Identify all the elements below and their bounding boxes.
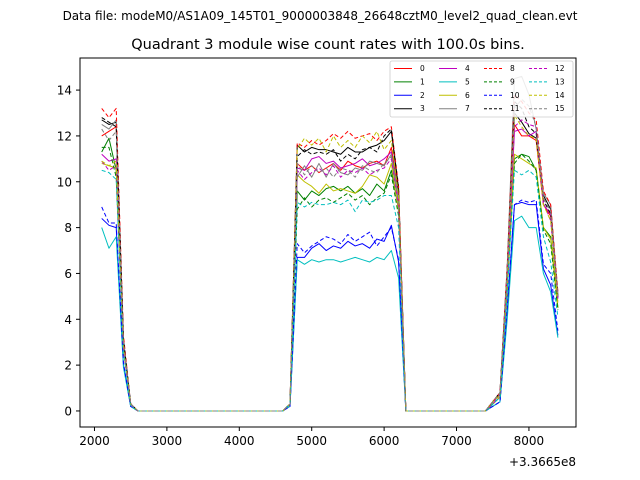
y-tick-label: 4 xyxy=(64,313,72,327)
figure-suptitle: Data file: modeM0/AS1A09_145T01_90000038… xyxy=(63,9,578,23)
legend-label-3: 3 xyxy=(420,104,425,113)
legend-label-12: 12 xyxy=(555,64,565,73)
axes-frame xyxy=(79,57,577,428)
legend-label-1: 1 xyxy=(420,77,425,86)
series-line-12 xyxy=(101,119,559,412)
y-tick-label: 8 xyxy=(64,221,72,235)
legend-label-14: 14 xyxy=(555,91,565,100)
legend-box xyxy=(389,60,574,118)
plot-area xyxy=(101,75,559,412)
series-line-7 xyxy=(101,75,559,412)
y-tick-label: 2 xyxy=(64,359,72,373)
series-line-11 xyxy=(101,101,559,412)
axis-ticks: 2000 3000 4000 5000 6000 7000 8000 0 2 4 6 8 10 12 14 xyxy=(57,84,544,448)
y-tick-label: 10 xyxy=(57,175,72,189)
series-line-13 xyxy=(101,169,559,412)
series-line-3 xyxy=(101,112,559,412)
legend-label-4: 4 xyxy=(465,64,470,73)
legend-label-15: 15 xyxy=(555,104,565,113)
series-line-2 xyxy=(101,201,559,412)
x-tick-label: 5000 xyxy=(296,434,327,448)
legend-label-5: 5 xyxy=(465,77,470,86)
x-tick-label: 2000 xyxy=(79,434,110,448)
legend-label-0: 0 xyxy=(420,64,425,73)
y-tick-label: 6 xyxy=(64,267,72,281)
legend-label-8: 8 xyxy=(510,64,515,73)
legend-label-9: 9 xyxy=(510,77,515,86)
x-tick-label: 7000 xyxy=(441,434,472,448)
legend-label-11: 11 xyxy=(510,104,520,113)
series-line-15 xyxy=(101,98,559,412)
series-line-8 xyxy=(101,94,559,412)
y-tick-label: 12 xyxy=(57,129,72,143)
legend-label-2: 2 xyxy=(420,91,425,100)
series-line-10 xyxy=(101,199,559,412)
series-line-0 xyxy=(101,123,559,412)
x-tick-label: 6000 xyxy=(369,434,400,448)
series-line-1 xyxy=(101,137,559,412)
chart-title: Quadrant 3 module wise count rates with … xyxy=(131,37,525,53)
y-tick-label: 0 xyxy=(64,404,72,418)
series-line-6 xyxy=(101,153,559,412)
x-tick-label: 3000 xyxy=(152,434,183,448)
series-line-14 xyxy=(101,114,559,412)
legend-label-10: 10 xyxy=(510,91,520,100)
x-tick-label: 8000 xyxy=(514,434,545,448)
legend-label-7: 7 xyxy=(465,104,470,113)
x-offset-label: +3.3665e8 xyxy=(509,455,576,469)
legend-label-6: 6 xyxy=(465,91,470,100)
series-line-5 xyxy=(101,215,559,412)
x-tick-label: 4000 xyxy=(224,434,255,448)
legend-label-13: 13 xyxy=(555,77,565,86)
y-tick-label: 14 xyxy=(57,84,72,98)
